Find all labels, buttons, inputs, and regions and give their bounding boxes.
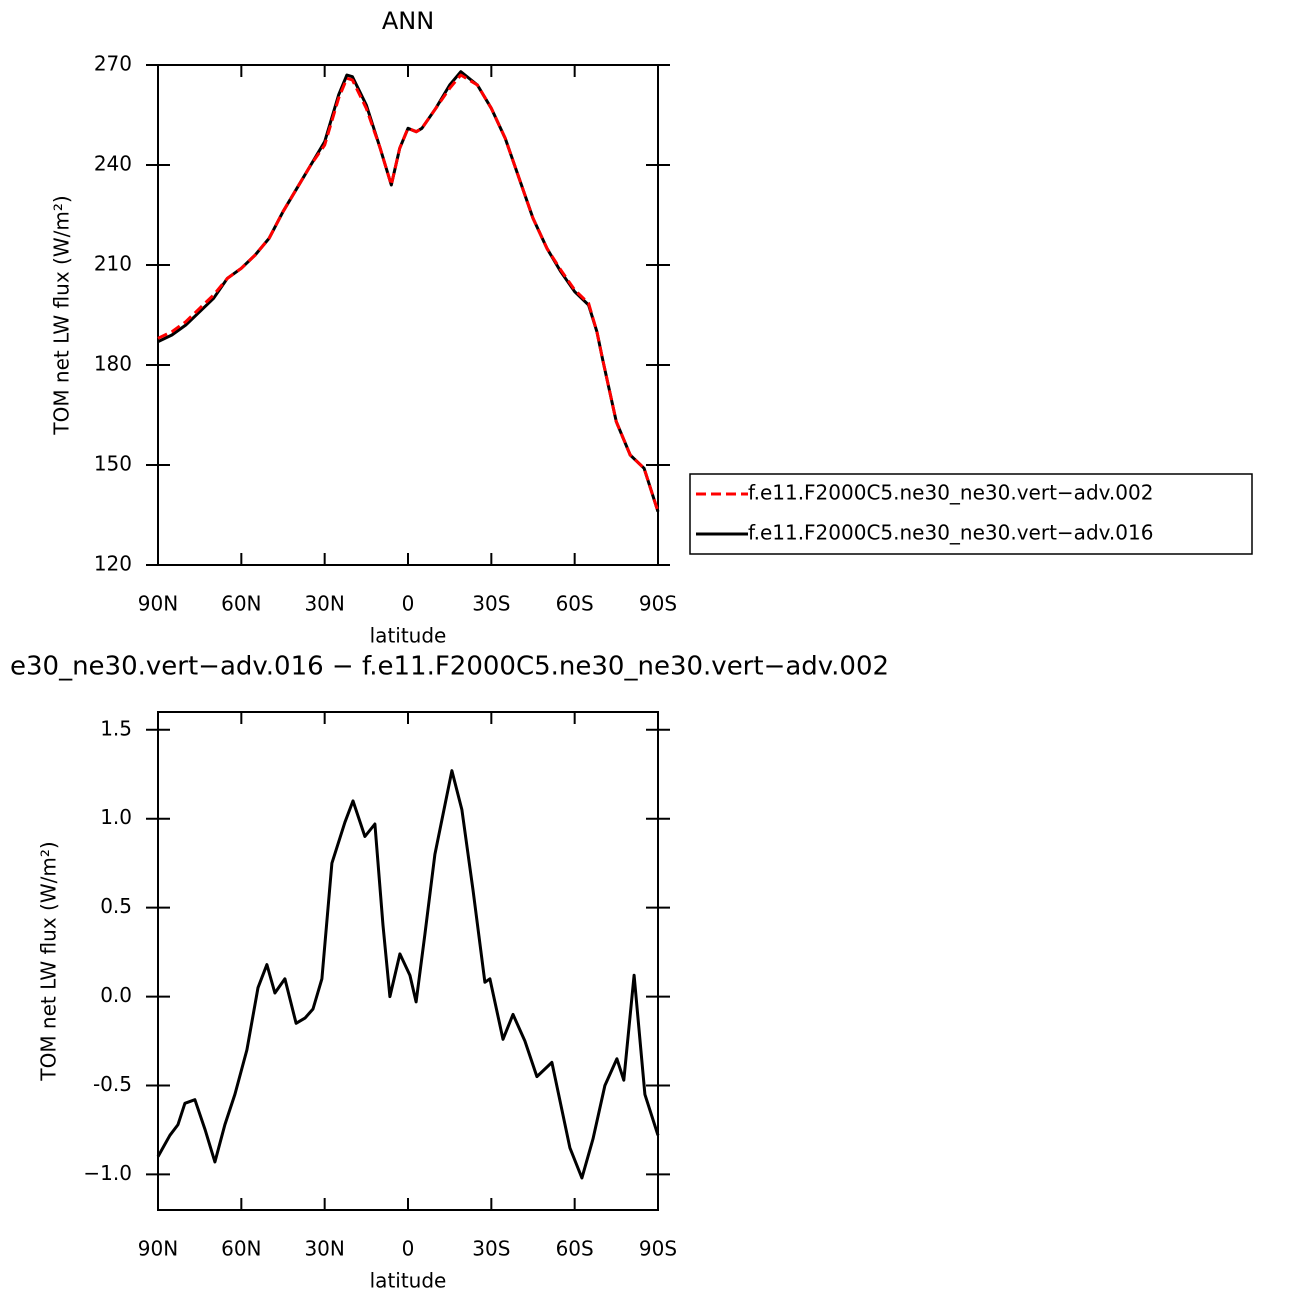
x-tick-label: 60N: [221, 592, 261, 616]
x-tick-label: 90N: [138, 592, 178, 616]
y-tick-label: 0.0: [100, 983, 132, 1007]
x-tick-label: 90N: [138, 1237, 178, 1261]
y-tick-label: 120: [94, 552, 132, 576]
y-tick-label: 210: [94, 252, 132, 276]
y-tick-label: 1.0: [100, 805, 132, 829]
y-tick-label: 1.5: [100, 716, 132, 740]
x-tick-label: 30N: [304, 1237, 344, 1261]
legend-label: f.e11.F2000C5.ne30_ne30.vert−adv.002: [748, 481, 1153, 505]
plot-frame: [157, 711, 659, 1211]
plot-frame: [157, 64, 659, 566]
x-tick-label: 60N: [221, 1237, 261, 1261]
y-tick-label: −1.0: [83, 1161, 132, 1185]
series-line: [156, 769, 660, 1180]
y-axis-label: TOM net LW flux (W/m²): [37, 841, 61, 1081]
x-tick-label: 0: [402, 1237, 415, 1261]
series-line: [157, 73, 660, 513]
y-axis-label: TOM net LW flux (W/m²): [50, 195, 74, 435]
chart-title: e30_ne30.vert−adv.016 − f.e11.F2000C5.ne…: [10, 652, 889, 682]
x-axis-label: latitude: [370, 1269, 447, 1293]
y-tick-label: -0.5: [93, 1072, 132, 1096]
y-tick-label: 270: [94, 52, 132, 76]
chart-title: ANN: [382, 7, 434, 35]
x-tick-label: 60S: [556, 1237, 594, 1261]
x-tick-label: 30S: [472, 1237, 510, 1261]
legend-box: [689, 473, 1253, 555]
x-tick-label: 0: [402, 592, 415, 616]
x-tick-label: 60S: [556, 592, 594, 616]
x-axis-label: latitude: [370, 624, 447, 648]
y-tick-label: 0.5: [100, 894, 132, 918]
y-tick-label: 240: [94, 152, 132, 176]
x-tick-label: 30N: [304, 592, 344, 616]
x-tick-label: 30S: [472, 592, 510, 616]
x-tick-label: 90S: [639, 1237, 677, 1261]
y-tick-label: 150: [94, 452, 132, 476]
y-tick-label: 180: [94, 352, 132, 376]
legend-label: f.e11.F2000C5.ne30_ne30.vert−adv.016: [748, 521, 1153, 545]
series-line: [157, 70, 660, 513]
x-tick-label: 90S: [639, 592, 677, 616]
